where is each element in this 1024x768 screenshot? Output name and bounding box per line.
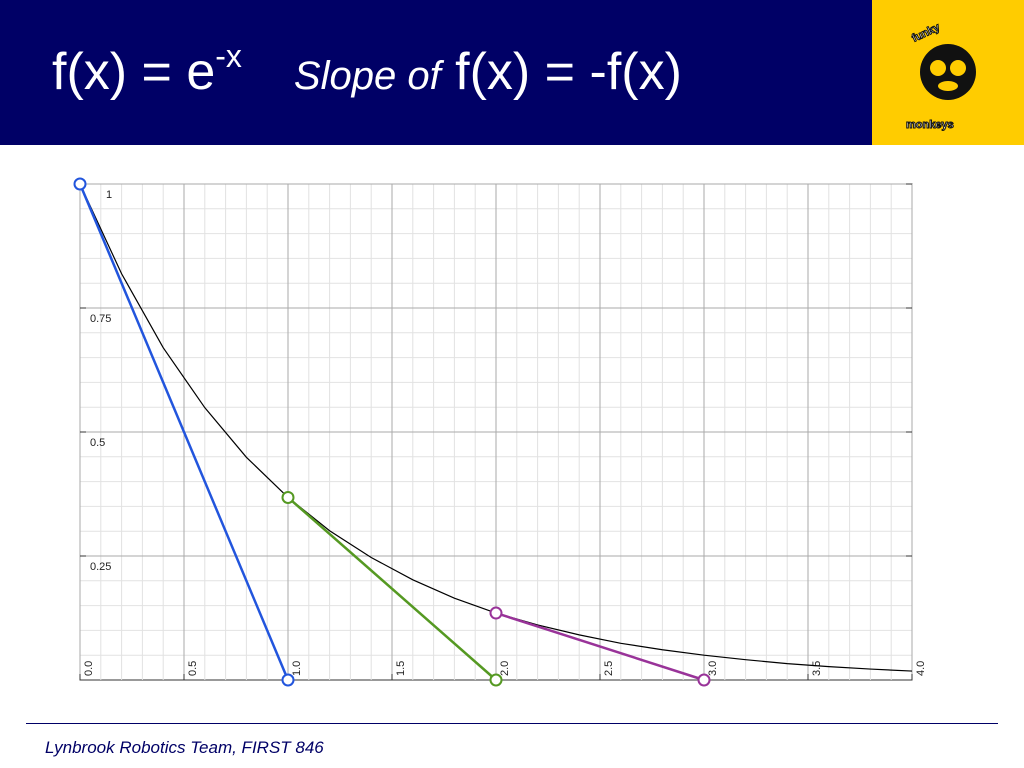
- x-tick-label: 3.0: [707, 661, 719, 676]
- title: f(x) = e-x Slope of f(x) = -f(x): [52, 38, 682, 102]
- x-tick-label: 3.5: [811, 661, 823, 676]
- point-marker: [697, 673, 711, 687]
- y-tick-label: 1: [106, 189, 112, 201]
- x-tick-label: 0.5: [187, 661, 199, 676]
- x-tick-label: 0.0: [83, 661, 95, 676]
- logo-face: [920, 44, 976, 100]
- point-marker: [73, 177, 87, 191]
- title-base: f(x) = e: [52, 43, 216, 101]
- y-tick-label: 0.5: [90, 437, 105, 449]
- x-tick-label: 2.0: [499, 661, 511, 676]
- y-tick-label: 0.75: [90, 313, 111, 325]
- x-tick-label: 1.0: [291, 661, 303, 676]
- y-tick-label: 0.25: [90, 561, 111, 573]
- title-exponent: -x: [215, 38, 242, 74]
- logo-bottom: monkeys: [906, 119, 954, 131]
- point-marker: [489, 606, 503, 620]
- logo-eye: [930, 60, 946, 76]
- point-marker: [281, 490, 295, 504]
- series-line: [78, 183, 290, 681]
- footer-rule: [26, 723, 998, 724]
- x-tick-label: 2.5: [603, 661, 615, 676]
- footer: Lynbrook Robotics Team, FIRST 846: [45, 738, 324, 757]
- logo: funky monkeys: [872, 0, 1024, 145]
- logo-mouth: [938, 81, 958, 91]
- logo-art: funky monkeys: [906, 21, 976, 132]
- point-marker: [489, 673, 503, 687]
- series-line: [495, 611, 705, 682]
- x-tick-label: 1.5: [395, 661, 407, 676]
- header: f(x) = e-x Slope of f(x) = -f(x): [0, 0, 872, 145]
- point-marker: [281, 673, 295, 687]
- slope-label: Slope of: [293, 54, 441, 98]
- series-line: [287, 496, 497, 681]
- x-tick-label: 4.0: [915, 661, 927, 676]
- chart: 0.0 0.5 1.0 1.5 2.0 2.5 3.0 3.5 4.0 0.25 0.5 0.75 1: [73, 177, 927, 687]
- slope-expr: f(x) = -f(x): [455, 43, 682, 101]
- logo-eye: [950, 60, 966, 76]
